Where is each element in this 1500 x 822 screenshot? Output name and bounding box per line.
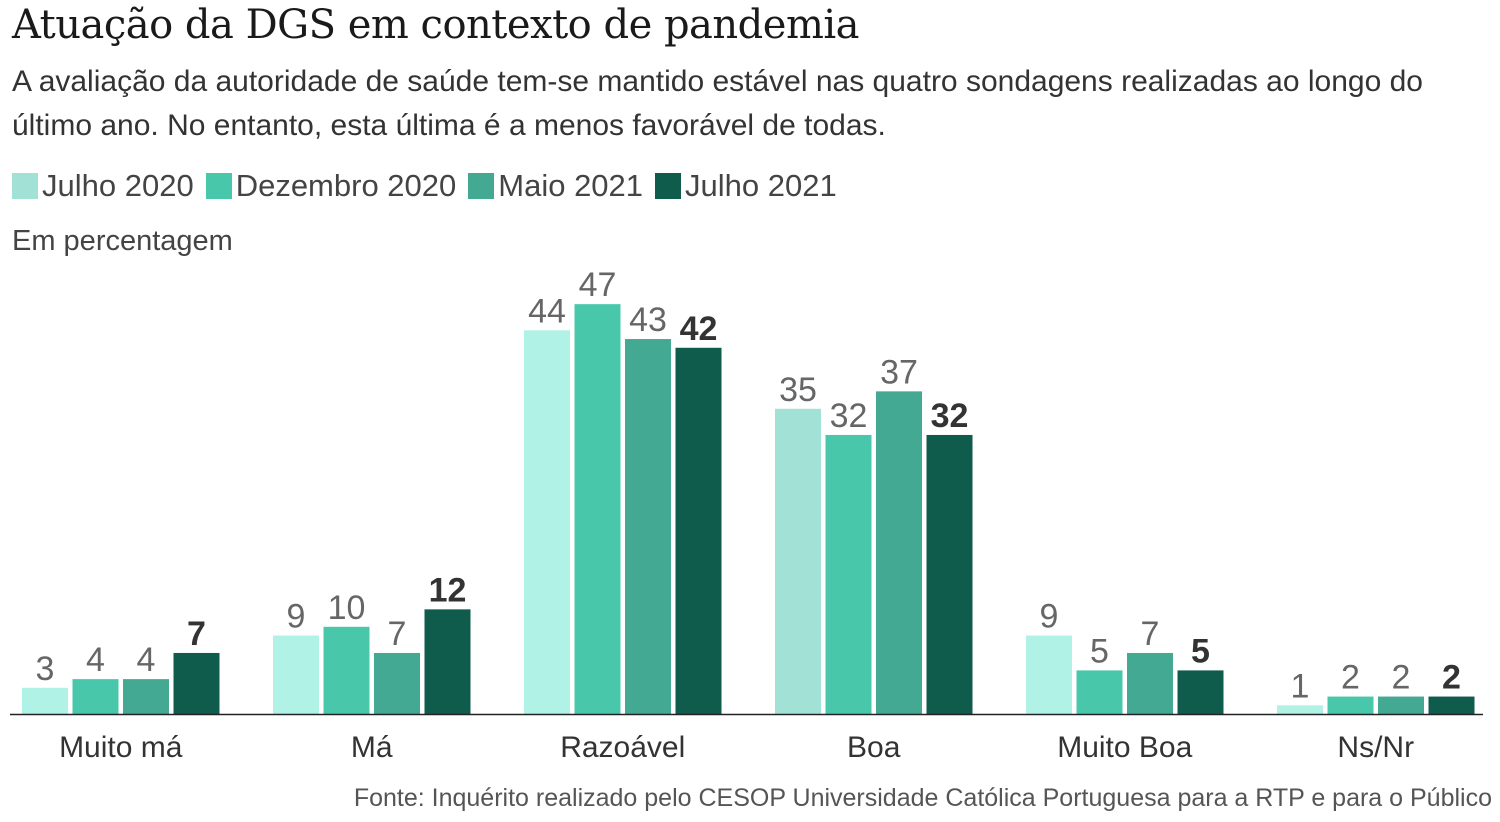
chart-title: Atuação da DGS em contexto de pandemia	[12, 2, 860, 48]
value-label: 7	[187, 615, 206, 653]
value-label: 47	[579, 266, 617, 304]
unit-label: Em percentagem	[12, 225, 233, 257]
value-label: 4	[86, 641, 105, 679]
category-label: Ns/Nr	[1337, 731, 1414, 764]
value-label: 3	[36, 650, 55, 688]
value-label: 4	[137, 641, 156, 679]
bar[interactable]	[323, 626, 370, 714]
chart-subtitle: A avaliação da autoridade de saúde tem-s…	[12, 65, 1423, 142]
bar[interactable]	[424, 609, 471, 714]
category-label: Muito Boa	[1057, 731, 1192, 764]
legend-item-dezembro-2020[interactable]: Dezembro 2020	[205, 168, 457, 204]
legend-label: Dezembro 2020	[235, 168, 457, 203]
value-label: 32	[931, 397, 969, 435]
bar[interactable]	[675, 347, 722, 714]
bar[interactable]	[1428, 696, 1475, 714]
bar[interactable]	[524, 330, 570, 714]
value-label: 2	[1341, 659, 1360, 697]
value-label: 9	[1040, 598, 1059, 636]
bar-group: 44 47 43 42 Razoável	[524, 266, 722, 764]
value-label: 32	[830, 397, 868, 435]
legend-item-julho-2021[interactable]: Julho 2021	[655, 168, 837, 204]
value-label: 7	[1141, 615, 1160, 653]
value-label: 7	[388, 615, 407, 653]
legend-item-maio-2021[interactable]: Maio 2021	[468, 168, 643, 204]
value-label: 9	[287, 598, 306, 636]
bar[interactable]	[1127, 652, 1173, 714]
bar[interactable]	[926, 434, 973, 714]
value-label: 5	[1090, 632, 1109, 670]
bar[interactable]	[775, 408, 821, 714]
bar[interactable]	[1026, 635, 1072, 714]
legend-label: Maio 2021	[498, 168, 644, 203]
value-label: 42	[680, 310, 718, 348]
legend: Julho 2020 Dezembro 2020 Maio 2021 Julho…	[12, 168, 849, 204]
source-footer: Fonte: Inquérito realizado pelo CESOP Un…	[353, 784, 1492, 812]
bar[interactable]	[22, 687, 68, 714]
legend-swatch	[468, 173, 495, 199]
bar[interactable]	[374, 652, 420, 714]
category-label: Má	[351, 731, 393, 764]
bar[interactable]	[1327, 696, 1374, 714]
legend-label: Julho 2020	[42, 168, 194, 203]
bar-group: 1 2 2 2Ns/Nr	[1277, 659, 1475, 764]
value-label: 2	[1392, 659, 1411, 697]
value-label: 35	[779, 371, 817, 409]
legend-item-julho-2020[interactable]: Julho 2020	[12, 168, 194, 204]
category-label: Boa	[847, 731, 901, 764]
value-label: 5	[1191, 632, 1210, 670]
bar[interactable]	[574, 304, 621, 714]
value-label: 12	[429, 571, 467, 609]
value-label: 44	[528, 292, 566, 330]
category-label: Razoável	[560, 731, 685, 764]
bar[interactable]	[625, 339, 671, 714]
bar[interactable]	[1277, 705, 1323, 714]
bar-group: 9 10 7 12 Má	[273, 571, 471, 764]
legend-swatch	[655, 173, 682, 199]
bar[interactable]	[273, 635, 319, 714]
bar[interactable]	[876, 391, 922, 714]
legend-swatch	[12, 173, 38, 199]
bar[interactable]	[1076, 670, 1123, 714]
bar[interactable]	[173, 652, 220, 714]
bar[interactable]	[825, 434, 872, 714]
bar[interactable]	[1378, 696, 1424, 714]
legend-label: Julho 2021	[685, 168, 837, 203]
bar[interactable]	[123, 679, 169, 714]
value-label: 37	[880, 353, 918, 391]
bar-group: 35 32 37 32 Boa	[775, 353, 973, 764]
value-label: 43	[629, 301, 667, 339]
bar[interactable]	[1177, 670, 1224, 714]
category-label: Muito má	[59, 731, 183, 764]
bar[interactable]	[72, 679, 119, 714]
legend-swatch	[205, 173, 232, 199]
value-label: 10	[328, 589, 366, 627]
value-label: 1	[1291, 667, 1310, 705]
value-label: 2	[1442, 659, 1461, 697]
